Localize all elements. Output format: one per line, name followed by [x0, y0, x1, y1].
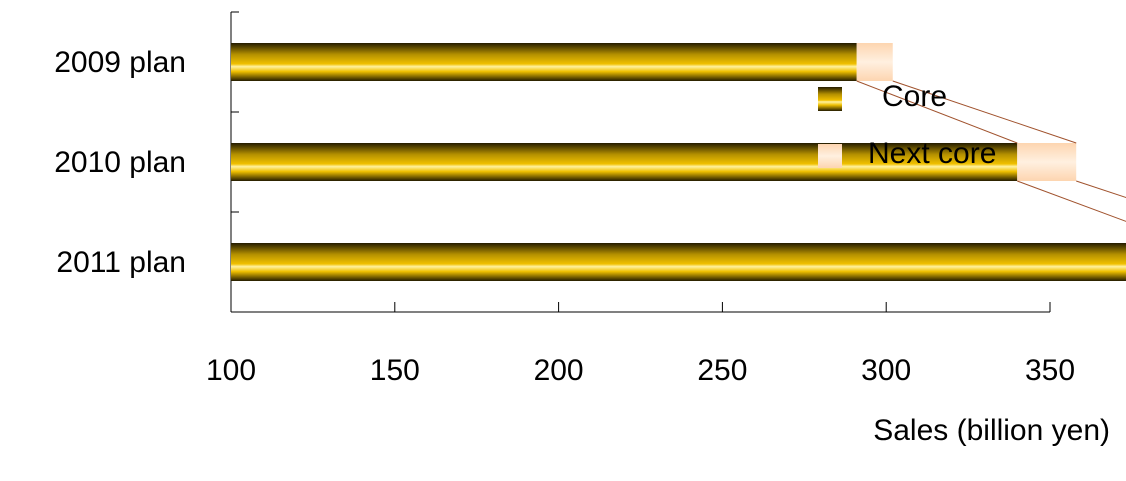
bar [856, 43, 893, 81]
series-line [1017, 180, 1126, 222]
series-line [856, 80, 1018, 144]
x-tick-label: 150 [370, 354, 420, 387]
legend-label: Core [882, 80, 947, 113]
legend-label: Next core [868, 137, 996, 170]
series-line [1076, 180, 1126, 199]
x-tick-label: 250 [697, 354, 747, 387]
bar [1017, 143, 1077, 181]
x-tick-label: 350 [1025, 354, 1075, 387]
x-axis-title: Sales (billion yen) [873, 414, 1110, 447]
y-tick-label: 2010 plan [54, 146, 186, 179]
y-tick-label: 2011 plan [56, 246, 186, 279]
legend-swatch [818, 87, 842, 111]
bar [231, 43, 857, 81]
series-line [892, 80, 1077, 144]
x-tick-label: 200 [534, 354, 584, 387]
bar [231, 143, 1018, 181]
legend-swatch [818, 144, 842, 168]
y-tick-label: 2009 plan [54, 46, 186, 79]
bar [231, 243, 1126, 281]
x-tick-label: 300 [861, 354, 911, 387]
x-tick-label: 100 [206, 354, 256, 387]
